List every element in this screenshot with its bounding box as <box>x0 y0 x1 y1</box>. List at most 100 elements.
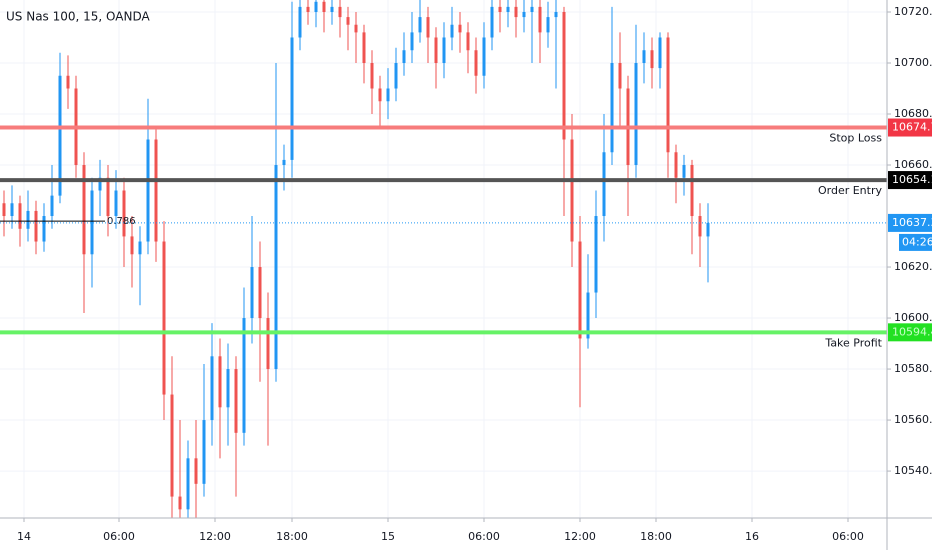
candle-body <box>434 37 438 63</box>
candle-body <box>442 37 446 63</box>
countdown-label: 04:26 <box>902 235 932 248</box>
level-price-box <box>888 118 932 137</box>
level-name: Take Profit <box>824 336 882 349</box>
candle-body <box>650 50 654 69</box>
candle-body <box>634 62 638 166</box>
candle-body <box>162 241 166 395</box>
x-tick-label: 16 <box>745 530 759 543</box>
candle-body <box>194 458 198 484</box>
candle-body <box>98 177 102 191</box>
candle-body <box>506 6 510 12</box>
candle-body <box>202 420 206 484</box>
candle-body <box>666 37 670 153</box>
candle-body <box>322 1 326 12</box>
grid <box>0 0 887 518</box>
candle-body <box>610 62 614 153</box>
candle-body <box>498 6 502 12</box>
level-price-label: 10654.1 <box>892 173 932 186</box>
candle-body <box>170 394 174 497</box>
candle-body <box>282 159 286 166</box>
candle-body <box>570 139 574 242</box>
candle-body <box>290 37 294 160</box>
y-tick-label: 10720.0 <box>894 5 932 18</box>
candle-body <box>586 292 590 339</box>
candle-body <box>58 75 62 196</box>
candle-body <box>42 216 46 242</box>
candle-body <box>82 165 86 255</box>
candle-body <box>2 203 6 217</box>
level-price-box <box>888 323 932 342</box>
candle-body <box>106 177 110 217</box>
current-price-label: 10637.3 <box>892 216 932 229</box>
candle-body <box>474 50 478 76</box>
level-name: Order Entry <box>818 184 883 197</box>
candle-body <box>354 24 358 33</box>
candle-body <box>682 165 686 178</box>
candle-body <box>154 139 158 242</box>
candle-body <box>330 6 334 12</box>
candle-body <box>234 369 238 433</box>
candle-body <box>18 203 22 229</box>
candle-body <box>250 267 254 319</box>
candle-body <box>690 165 694 217</box>
candle-body <box>514 6 518 18</box>
candle-body <box>522 11 526 18</box>
candle-body <box>258 267 262 319</box>
fib-label: 0.786 <box>107 216 136 227</box>
x-tick-label: 14 <box>17 530 31 543</box>
candle-body <box>346 17 350 25</box>
candle-body <box>378 88 382 102</box>
y-tick-label: 10600.0 <box>894 311 932 324</box>
candle-body <box>114 190 118 217</box>
candle-body <box>642 50 646 63</box>
candle-body <box>226 369 230 408</box>
candle-body <box>482 37 486 76</box>
candle-body <box>306 6 310 12</box>
candle-body <box>458 24 462 33</box>
y-tick-label: 10660.0 <box>894 158 932 171</box>
candle-body <box>578 241 582 339</box>
y-tick-label: 10560.0 <box>894 413 932 426</box>
y-tick-label: 10700.0 <box>894 56 932 69</box>
candle-body <box>546 17 550 33</box>
candle-body <box>274 165 278 370</box>
candle-body <box>538 6 542 33</box>
candle-body <box>554 11 558 18</box>
candle-body <box>698 216 702 237</box>
candle-body <box>242 318 246 433</box>
candle-body <box>362 32 366 63</box>
level-price-box <box>888 171 932 190</box>
candle-body <box>26 210 30 229</box>
candle-body <box>658 37 662 69</box>
candle-body <box>402 50 406 63</box>
candle-body <box>146 139 150 242</box>
candle-body <box>130 236 134 255</box>
current-price-box <box>888 213 932 232</box>
candle-body <box>218 356 222 408</box>
x-tick-label: 15 <box>381 530 395 543</box>
y-tick-label: 10680.0 <box>894 107 932 120</box>
candle-body <box>706 222 710 237</box>
candle-body <box>370 62 374 89</box>
candle-body <box>210 356 214 421</box>
candle-body <box>10 203 14 217</box>
candles <box>2 0 710 518</box>
x-tick-label: 06:00 <box>468 530 500 543</box>
candle-body <box>178 496 182 510</box>
y-tick-label: 10580.0 <box>894 362 932 375</box>
candle-body <box>338 6 342 18</box>
level-name: Stop Loss <box>829 132 882 145</box>
candle-body <box>394 62 398 89</box>
candle-body <box>50 195 54 217</box>
candle-body <box>530 6 534 12</box>
candle-body <box>186 458 190 510</box>
candle-body <box>386 88 390 102</box>
candle-body <box>466 32 470 51</box>
candle-body <box>594 216 598 293</box>
x-tick-label: 18:00 <box>276 530 308 543</box>
chart-title: US Nas 100, 15, OANDA <box>6 10 150 24</box>
candle-body <box>266 318 270 370</box>
x-tick-label: 06:00 <box>103 530 135 543</box>
